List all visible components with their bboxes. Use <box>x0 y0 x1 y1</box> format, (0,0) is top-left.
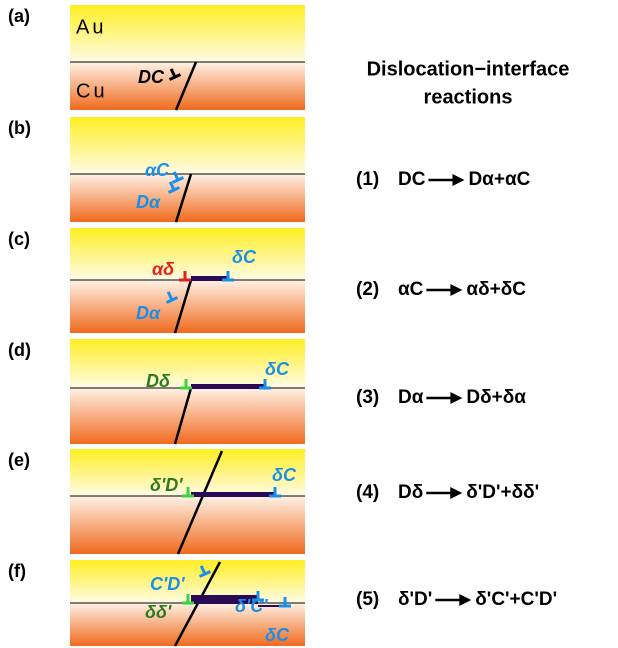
stacking-fault <box>191 492 275 497</box>
panel-tag: (a) <box>8 6 30 26</box>
reaction-number: (1) <box>356 169 379 190</box>
upper-crystal <box>70 228 305 280</box>
label: δδ' <box>145 602 172 622</box>
reaction-lhs: δ'D' <box>398 589 432 610</box>
title-line: Dislocation−interface <box>367 58 570 80</box>
reaction-rhs: Dα+αC <box>468 169 530 190</box>
reaction-arrowhead <box>450 284 462 296</box>
label: δ'D' <box>150 475 183 495</box>
reaction-number: (4) <box>356 482 379 503</box>
label: C'D' <box>150 574 185 594</box>
label: αδ <box>152 259 175 279</box>
panel: (c) αδ δC Dα <box>8 228 305 333</box>
label: δC <box>272 465 297 485</box>
label: Dα <box>136 303 161 323</box>
label: αC <box>145 160 170 180</box>
reaction-number: (5) <box>356 589 379 610</box>
reaction-arrowhead <box>459 594 471 606</box>
upper-crystal <box>70 117 305 174</box>
stacking-fault <box>191 384 265 389</box>
reaction-number: (3) <box>356 387 379 408</box>
reaction-arrowhead <box>450 392 462 404</box>
label: Dδ <box>146 371 171 391</box>
reaction-arrowhead <box>452 174 464 186</box>
lower-crystal <box>70 496 305 554</box>
panel: (e) δ'D' δC <box>8 449 305 554</box>
panel-tag: (d) <box>8 340 31 360</box>
reaction-rhs: δ'D'+δδ' <box>466 482 539 503</box>
label: δC <box>265 359 290 379</box>
figure: (a) Au Cu DC (b) αC Dα (c) αδ δC Dα (d) Dδ δC (e) δ'D' δ… <box>0 0 618 648</box>
panel: (f) C'D' δδ' δ'C' δC <box>8 560 305 646</box>
panel: (a) Au Cu DC <box>8 5 305 110</box>
reaction-lhs: DC <box>398 169 426 190</box>
panel-tag: (f) <box>8 561 26 581</box>
reaction-lhs: αC <box>398 279 424 300</box>
label: Cu <box>76 80 108 102</box>
panel-tag: (e) <box>8 450 30 470</box>
title-line: reactions <box>424 86 513 108</box>
reaction-arrowhead <box>450 487 462 499</box>
reaction-rhs: δ'C'+C'D' <box>475 589 557 610</box>
label: δ'C' <box>235 596 268 616</box>
label: Au <box>76 16 106 38</box>
label: DC <box>138 67 165 87</box>
reaction-lhs: Dδ <box>398 482 423 503</box>
label: δC <box>265 625 290 645</box>
panel-tag: (b) <box>8 118 31 138</box>
panel: (d) Dδ δC <box>8 339 305 444</box>
reaction-rhs: αδ+δC <box>466 279 526 300</box>
label: Dα <box>136 192 161 212</box>
reaction-number: (2) <box>356 279 379 300</box>
reaction-lhs: Dα <box>398 387 424 408</box>
label: δC <box>232 247 257 267</box>
reaction-rhs: Dδ+δα <box>466 387 526 408</box>
panel-tag: (c) <box>8 229 30 249</box>
panel: (b) αC Dα <box>8 117 305 222</box>
